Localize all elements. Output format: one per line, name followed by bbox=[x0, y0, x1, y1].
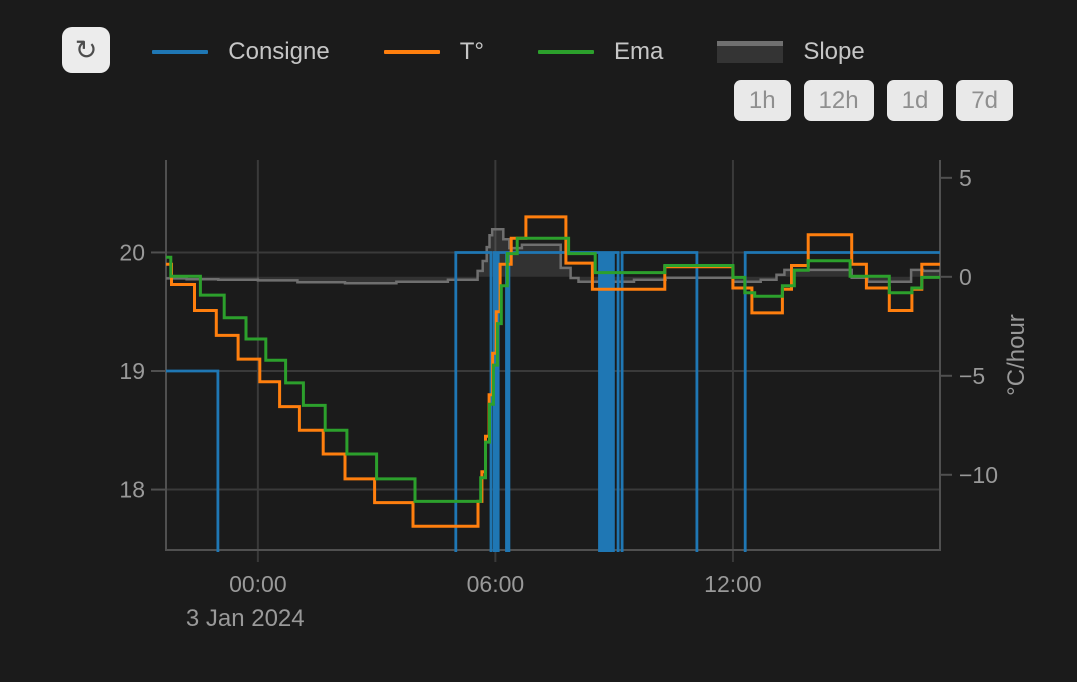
legend-label: Slope bbox=[803, 38, 865, 65]
legend: Consigne T° Ema Slope bbox=[0, 38, 1077, 66]
series-line-Slope bbox=[166, 228, 940, 285]
slope-area-swatch bbox=[717, 41, 784, 63]
legend-label: Consigne bbox=[228, 38, 330, 65]
legend-item-slope[interactable]: Slope bbox=[717, 38, 865, 66]
x-axis-date-label: 3 Jan 2024 bbox=[186, 605, 305, 632]
consigne-line-swatch bbox=[152, 50, 209, 54]
range-button-1d[interactable]: 1d bbox=[886, 80, 944, 121]
x-tick-label: 12:00 bbox=[704, 571, 762, 597]
legend-item-temperature[interactable]: T° bbox=[383, 38, 484, 66]
legend-item-consigne[interactable]: Consigne bbox=[152, 38, 330, 66]
range-button-12h[interactable]: 12h bbox=[803, 80, 874, 121]
legend-label: T° bbox=[459, 38, 484, 65]
y-tick-label: 19 bbox=[119, 358, 145, 384]
y2-tick-label: −5 bbox=[959, 363, 985, 389]
y-tick-label: 18 bbox=[119, 477, 145, 503]
y-tick-label: 20 bbox=[119, 239, 145, 265]
temperature-line-swatch bbox=[383, 50, 440, 54]
refresh-button[interactable]: ↻ bbox=[62, 27, 110, 73]
y2-tick-label: 0 bbox=[959, 264, 972, 290]
legend-label: Ema bbox=[613, 38, 664, 65]
range-button-1h[interactable]: 1h bbox=[733, 80, 791, 121]
y2-axis-title: °C/hour bbox=[1003, 314, 1030, 396]
y2-tick-label: 5 bbox=[959, 165, 972, 191]
series-area-Slope bbox=[166, 229, 940, 284]
series-line-Ema bbox=[166, 236, 940, 503]
x-tick-label: 00:00 bbox=[229, 571, 287, 597]
range-button-7d[interactable]: 7d bbox=[956, 80, 1013, 121]
x-tick-label: 06:00 bbox=[467, 571, 525, 597]
y2-tick-label: −10 bbox=[959, 462, 998, 488]
series-line-Consigne bbox=[166, 251, 940, 552]
refresh-icon: ↻ bbox=[74, 34, 98, 65]
range-buttons: 1h 12h 1d 7d bbox=[733, 80, 1013, 121]
legend-item-ema[interactable]: Ema bbox=[537, 38, 664, 66]
ema-line-swatch bbox=[537, 50, 594, 54]
